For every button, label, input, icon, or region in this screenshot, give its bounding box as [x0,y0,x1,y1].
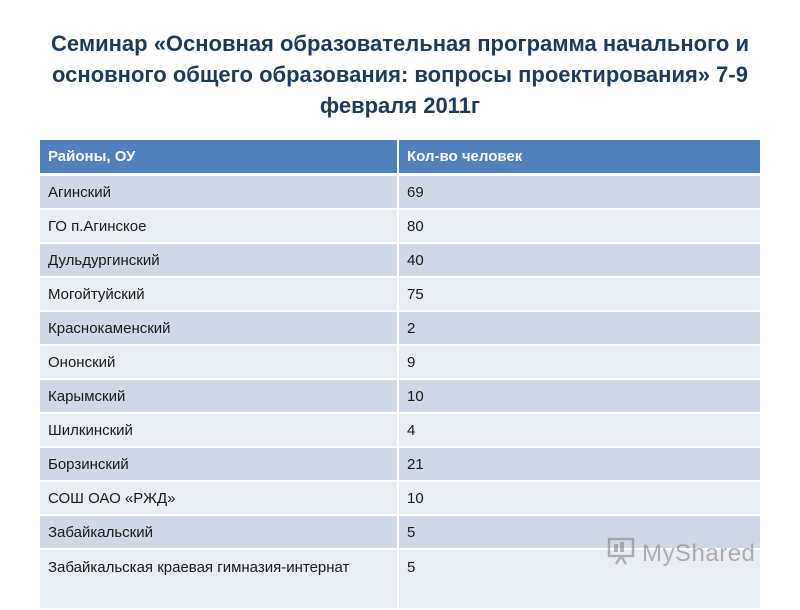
presentation-board-icon [606,536,636,571]
cell-count: 80 [398,209,760,244]
table-row: Агинский 69 [40,174,760,210]
cell-count: 2 [398,311,760,346]
cell-count: 9 [398,345,760,380]
table-row: СОШ ОАО «РЖД» 10 [40,481,760,516]
cell-count: 21 [398,447,760,482]
cell-count: 10 [398,481,760,516]
table-row: Могойтуйский 75 [40,277,760,312]
cell-count: 10 [398,379,760,414]
cell-district: Дульдургинский [40,243,399,278]
watermark: MyShared [606,536,755,571]
table-row: ГО п.Агинское 80 [40,209,760,244]
cell-district: СОШ ОАО «РЖД» [40,481,399,516]
cell-district: ГО п.Агинское [40,209,399,244]
cell-district: Агинский [40,174,399,210]
page-title: Семинар «Основная образовательная програ… [50,31,750,118]
table-row: Забайкальский 5 [40,515,760,550]
cell-district: Ононский [40,345,399,380]
table-header-row: Районы, ОУ Кол-во человек [40,140,760,176]
table-row: Борзинский 21 [40,447,760,482]
table-row: Карымский 10 [40,379,760,414]
cell-count: 69 [398,174,760,210]
watermark-text: MyShared [642,539,756,567]
data-table: Районы, ОУ Кол-во человек Агинский 69 ГО… [40,140,760,610]
column-header-count: Кол-во человек [398,140,760,176]
cell-district: Забайкальский [40,515,399,550]
cell-district: Шилкинский [40,413,399,448]
cell-district: Краснокаменский [40,311,399,346]
cell-district: Могойтуйский [40,277,399,312]
cell-district: Карымский [40,379,399,414]
table-row: Дульдургинский 40 [40,243,760,278]
cell-count: 5 [398,515,760,550]
cell-district: Забайкальская краевая гимназия-интернат [40,549,399,610]
table-row: Краснокаменский 2 [40,311,760,346]
cell-district: Борзинский [40,447,399,482]
column-header-district: Районы, ОУ [40,140,399,176]
cell-count: 4 [398,413,760,448]
table-row: Шилкинский 4 [40,413,760,448]
cell-count: 40 [398,243,760,278]
table-row: Ононский 9 [40,345,760,380]
cell-count: 75 [398,277,760,312]
